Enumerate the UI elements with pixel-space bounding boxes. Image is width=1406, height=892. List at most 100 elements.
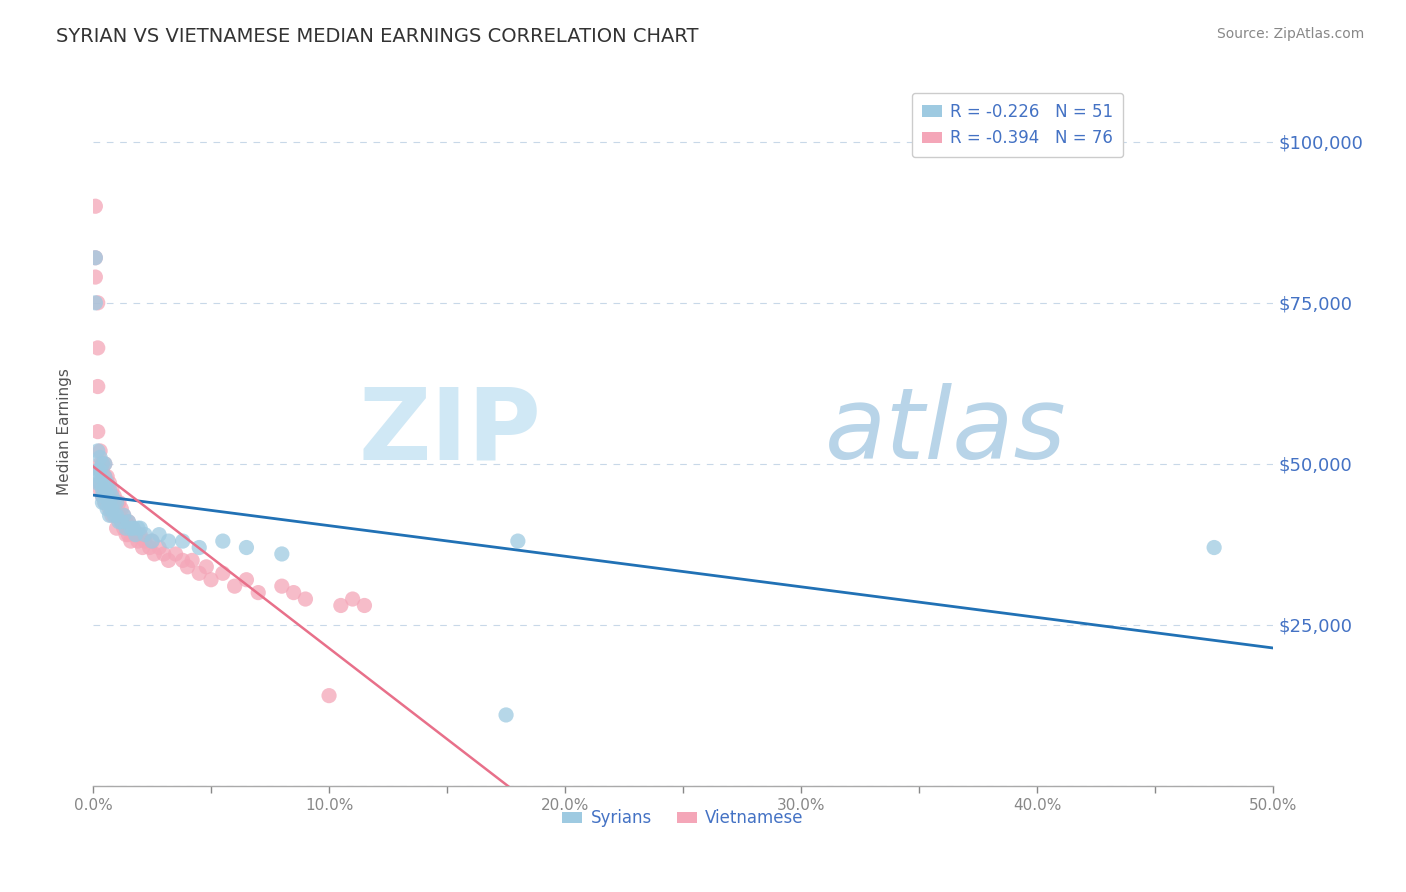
Point <box>91 476 114 491</box>
Point <box>110 515 132 529</box>
Point <box>211 534 233 549</box>
Point <box>129 527 152 541</box>
Point <box>98 495 121 509</box>
Point <box>110 515 132 529</box>
Point <box>172 534 194 549</box>
Point <box>101 508 124 523</box>
Point <box>200 573 222 587</box>
Point <box>318 689 340 703</box>
Point <box>101 489 124 503</box>
Point <box>224 579 246 593</box>
Point <box>91 489 114 503</box>
Point <box>506 534 529 549</box>
Point <box>89 483 111 497</box>
Point <box>124 527 146 541</box>
Point <box>188 566 211 581</box>
Point <box>91 495 114 509</box>
Point <box>122 521 145 535</box>
Point <box>176 559 198 574</box>
Point <box>195 559 218 574</box>
Point <box>495 708 517 723</box>
Point <box>91 463 114 477</box>
Point <box>94 495 117 509</box>
Point <box>89 463 111 477</box>
Point <box>211 566 233 581</box>
Point <box>98 476 121 491</box>
Point <box>134 527 156 541</box>
Point <box>120 521 142 535</box>
Point <box>157 553 180 567</box>
Point <box>89 476 111 491</box>
Point <box>89 450 111 465</box>
Point <box>94 483 117 497</box>
Point <box>96 502 118 516</box>
Point <box>141 534 163 549</box>
Point <box>235 573 257 587</box>
Point <box>98 508 121 523</box>
Point <box>96 476 118 491</box>
Point <box>115 515 138 529</box>
Point <box>148 527 170 541</box>
Point <box>94 469 117 483</box>
Point <box>87 295 110 310</box>
Point <box>84 199 107 213</box>
Point <box>270 579 292 593</box>
Point <box>108 495 131 509</box>
Point <box>117 515 139 529</box>
Point <box>294 592 316 607</box>
Point <box>84 251 107 265</box>
Point <box>235 541 257 555</box>
Point <box>89 457 111 471</box>
Point <box>98 489 121 503</box>
Point <box>342 592 364 607</box>
Text: ZIP: ZIP <box>359 383 541 480</box>
Point <box>143 547 166 561</box>
Point <box>96 483 118 497</box>
Point <box>117 527 139 541</box>
Point <box>101 502 124 516</box>
Point <box>105 495 128 509</box>
Point <box>353 599 375 613</box>
Point <box>87 476 110 491</box>
Point <box>181 553 204 567</box>
Point <box>84 270 107 285</box>
Point <box>110 502 132 516</box>
Point <box>91 483 114 497</box>
Point <box>103 495 125 509</box>
Point <box>112 508 135 523</box>
Point <box>247 585 270 599</box>
Point <box>127 521 149 535</box>
Point <box>103 489 125 503</box>
Point <box>120 534 142 549</box>
Point <box>96 495 118 509</box>
Point <box>91 457 114 471</box>
Point <box>89 463 111 477</box>
Point <box>101 483 124 497</box>
Text: SYRIAN VS VIETNAMESE MEDIAN EARNINGS CORRELATION CHART: SYRIAN VS VIETNAMESE MEDIAN EARNINGS COR… <box>56 27 699 45</box>
Point <box>94 469 117 483</box>
Point <box>115 521 138 535</box>
Point <box>122 521 145 535</box>
Point <box>87 463 110 477</box>
Point <box>127 534 149 549</box>
Point <box>103 502 125 516</box>
Point <box>120 521 142 535</box>
Point <box>105 521 128 535</box>
Y-axis label: Median Earnings: Median Earnings <box>58 368 72 495</box>
Point <box>157 534 180 549</box>
Point <box>129 521 152 535</box>
Point <box>94 457 117 471</box>
Point <box>84 251 107 265</box>
Point <box>153 547 176 561</box>
Point <box>94 495 117 509</box>
Point <box>112 521 135 535</box>
Point <box>105 495 128 509</box>
Text: atlas: atlas <box>825 383 1066 480</box>
Point <box>270 547 292 561</box>
Point <box>117 515 139 529</box>
Point <box>91 457 114 471</box>
Point <box>138 541 160 555</box>
Point <box>283 585 305 599</box>
Point <box>172 553 194 567</box>
Legend: Syrians, Vietnamese: Syrians, Vietnamese <box>555 803 810 834</box>
